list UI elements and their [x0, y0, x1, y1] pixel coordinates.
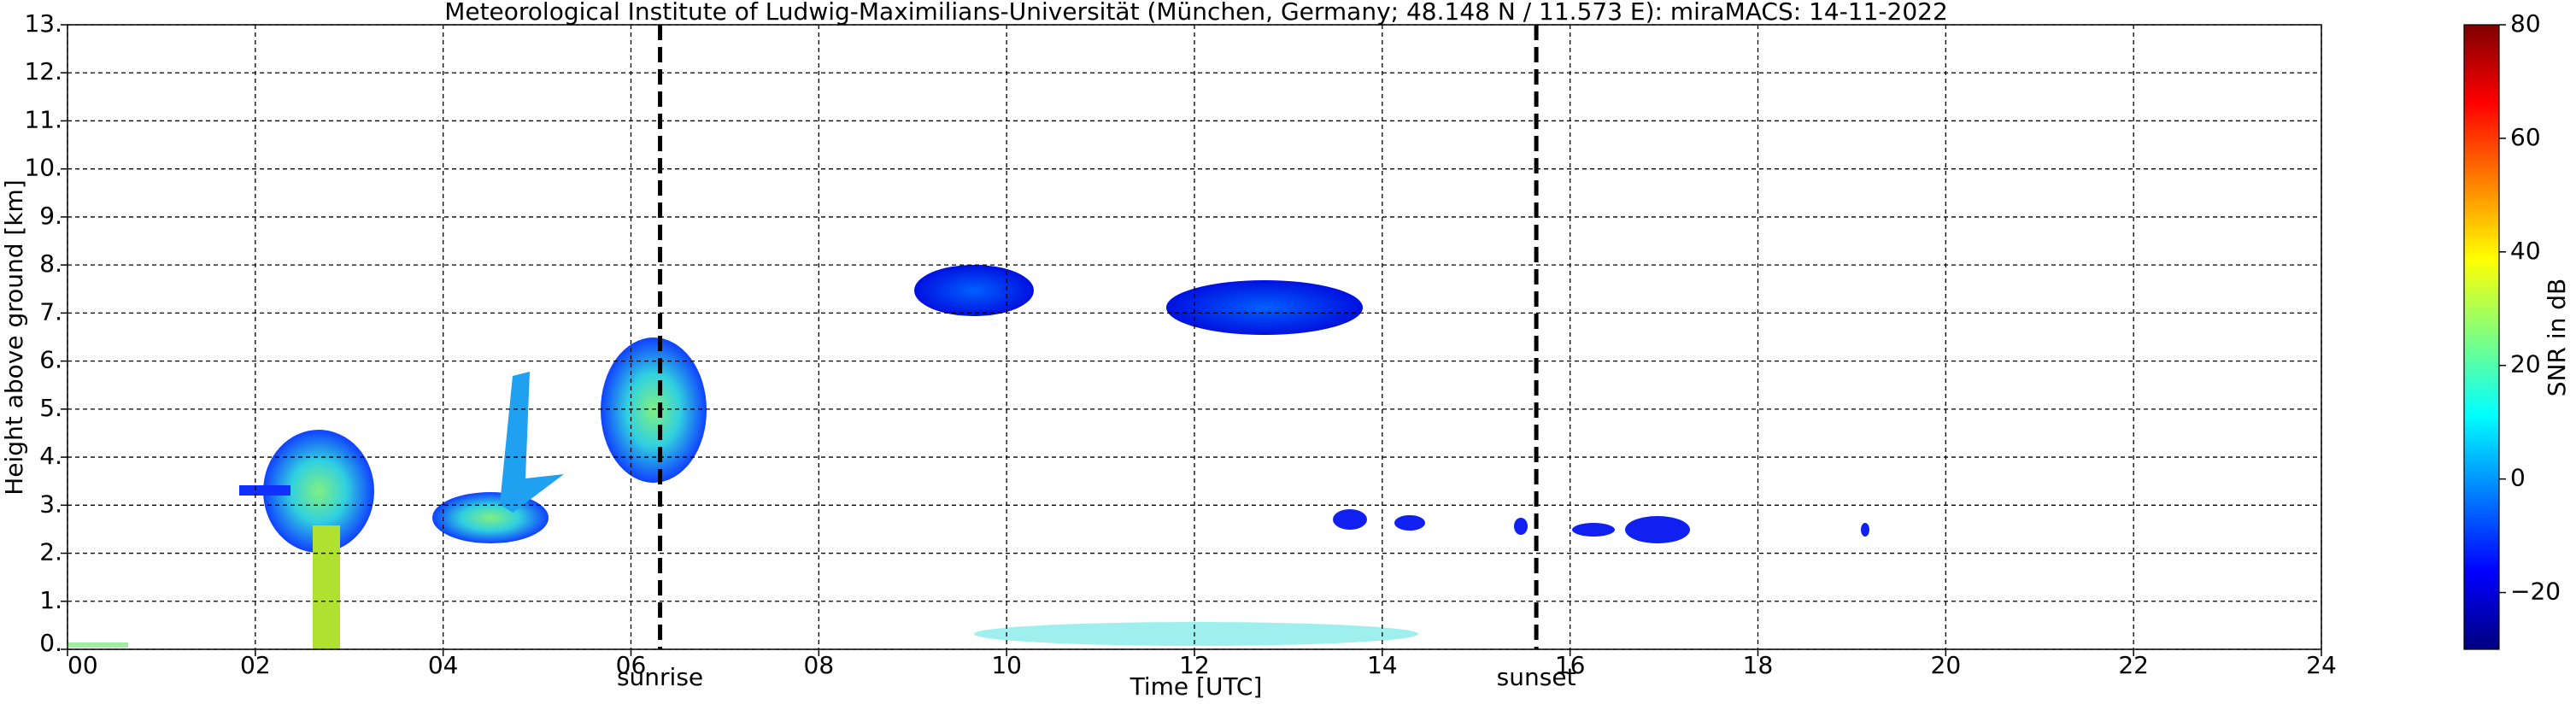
colorbar-tick-label: 60	[2510, 123, 2541, 151]
x-tick-label: 18	[1743, 651, 1774, 679]
y-tick-label: 12.	[24, 57, 62, 85]
echo	[432, 492, 549, 543]
colorbar-tick-label: −20	[2510, 578, 2561, 606]
plot-frame	[67, 24, 2322, 650]
echo	[263, 430, 374, 553]
echo	[1333, 509, 1367, 530]
x-tick-label: 12	[1179, 651, 1210, 679]
y-tick-label: 9.	[39, 202, 62, 230]
x-tick-label: 22	[2118, 651, 2149, 679]
x-tick-label: 02	[240, 651, 271, 679]
y-tick-label: 13.	[24, 9, 62, 38]
echo	[1861, 523, 1869, 537]
y-tick-label: 11.	[24, 105, 62, 133]
echo	[1572, 523, 1615, 537]
x-tick-label: 10	[991, 651, 1022, 679]
echo	[500, 372, 564, 513]
echo	[1394, 515, 1425, 531]
colorbar-frame	[2463, 24, 2500, 650]
x-tick-label: 16	[1555, 651, 1586, 679]
colorbar-tick-label: 40	[2510, 237, 2541, 265]
colorbar-tick-label: 0	[2510, 464, 2526, 492]
y-tick-label: 1.	[39, 586, 62, 614]
echo	[914, 265, 1034, 316]
echo	[1625, 516, 1690, 543]
x-tick-label: 24	[2306, 651, 2337, 679]
radar-echoes	[68, 265, 1869, 649]
x-tick-label: 20	[1931, 651, 1962, 679]
y-tick-label: 8.	[39, 249, 62, 278]
y-axis-label: Height above ground [km]	[0, 179, 28, 496]
chart-title: Meteorological Institute of Ludwig-Maxim…	[444, 0, 1948, 26]
day-marker-label: sunrise	[617, 663, 703, 691]
y-tick-label: 3.	[39, 490, 62, 518]
colorbar-tick-label: 20	[2510, 350, 2541, 378]
x-tick-label: 00	[67, 651, 98, 679]
y-tick-label: 5.	[39, 394, 62, 422]
day-marker-label: sunset	[1497, 663, 1576, 691]
y-tick-label: 7.	[39, 297, 62, 326]
y-tick-label: 0.	[39, 629, 62, 657]
x-axis-label: Time [UTC]	[1130, 672, 1263, 701]
y-tick-label: 6.	[39, 346, 62, 374]
y-tick-label: 4.	[39, 442, 62, 470]
x-tick-label: 06	[616, 651, 647, 679]
echo	[239, 485, 290, 496]
colorbar	[2464, 25, 2499, 649]
echo	[1514, 518, 1528, 535]
x-tick-label: 04	[428, 651, 459, 679]
echo	[1166, 280, 1363, 335]
y-tick-label: 10.	[24, 154, 62, 182]
y-tick-label: 2.	[39, 538, 62, 566]
echo	[601, 337, 707, 483]
x-tick-label: 14	[1367, 651, 1398, 679]
x-tick-label: 08	[804, 651, 835, 679]
echo	[68, 642, 128, 648]
colorbar-label: SNR in dB	[2543, 279, 2571, 396]
colorbar-tick-label: 80	[2510, 9, 2541, 38]
echo	[313, 525, 340, 649]
echo	[974, 622, 1418, 646]
